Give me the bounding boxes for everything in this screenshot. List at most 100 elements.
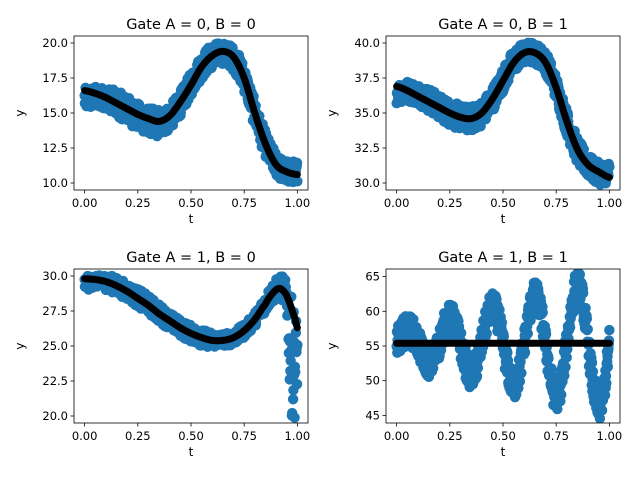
scatter-point <box>516 367 527 379</box>
subplot-title: Gate A = 1, B = 0 <box>126 250 256 266</box>
x-tick-label: 0.75 <box>231 196 257 210</box>
scatter-point <box>290 366 301 378</box>
plot-area: 0.00 0.25 0.50 0.75 1.00 45 50 55 60 65 <box>365 268 622 443</box>
scatter-point <box>586 357 598 369</box>
y-tick-label: 65 <box>365 270 380 284</box>
scatter-point <box>560 361 571 373</box>
scatter-point <box>574 269 586 280</box>
x-tick-label: 1.00 <box>285 196 311 210</box>
scatter-point <box>514 376 526 387</box>
y-tick-label: 50 <box>365 374 380 388</box>
scatter-point <box>577 287 589 299</box>
scatter-point <box>292 176 303 187</box>
y-tick-label: 22.5 <box>42 374 68 388</box>
y-axis-label: y <box>13 109 27 116</box>
y-tick-label: 20.0 <box>42 36 68 50</box>
scatter-point <box>604 324 615 336</box>
scatter-point <box>291 157 303 169</box>
scatter-point <box>580 302 591 314</box>
scatter-point <box>498 331 509 342</box>
x-tick-label: 0.25 <box>437 196 463 210</box>
fit-line <box>81 47 301 179</box>
scatter-point <box>496 317 508 328</box>
scatter-point <box>556 389 567 400</box>
scatter-point <box>502 347 513 358</box>
scatter-point <box>604 161 615 173</box>
scatter-point <box>481 328 492 339</box>
x-axis-label: t <box>189 445 194 459</box>
subplot-title: Gate A = 0, B = 0 <box>126 17 256 33</box>
subplot-gate-a0-b0: 0.00 0.25 0.50 0.75 1.00 10.0 12.5 15.0 17.5 20.0… <box>13 17 310 226</box>
subplot-title: Gate A = 1, B = 1 <box>438 250 568 266</box>
subplot-title: Gate A = 0, B = 1 <box>438 17 568 33</box>
subplot-gate-a1-b0: 0.00 0.25 0.50 0.75 1.00 20.0 22.5 25.0 27.5 30.0… <box>13 250 310 459</box>
scatter-point <box>455 327 467 339</box>
x-tick-label: 0.75 <box>543 196 569 210</box>
scatter-point <box>537 307 548 318</box>
scatter-point <box>582 324 593 335</box>
plot-clip-group <box>79 270 303 423</box>
scatter-point <box>581 313 593 325</box>
scatter-point <box>559 370 570 381</box>
y-tick-label: 17.5 <box>42 71 68 85</box>
y-tick-label: 25.0 <box>42 339 68 353</box>
plot-area: 0.00 0.25 0.50 0.75 1.00 10.0 12.5 15.0 17.5 20.0 <box>42 35 311 210</box>
subplot-gate-a0-b1: 0.00 0.25 0.50 0.75 1.00 30.0 32.5 35.0 37.5 40.0… <box>325 17 622 226</box>
y-tick-label: 35.0 <box>354 106 380 120</box>
x-tick-label: 0.50 <box>490 196 516 210</box>
scatter-point <box>561 352 572 363</box>
y-tick-label: 60 <box>365 304 380 318</box>
scatter-point <box>519 347 531 358</box>
scatter-point <box>471 370 483 382</box>
scatter-point <box>287 394 299 405</box>
scatter-point <box>552 403 563 415</box>
y-tick-label: 10.0 <box>42 176 68 190</box>
scatter-point <box>546 363 557 374</box>
x-axis-label: t <box>501 445 506 459</box>
x-tick-label: 0.50 <box>490 429 516 443</box>
x-tick-label: 0.75 <box>543 429 569 443</box>
y-axis-label: y <box>13 342 27 349</box>
y-tick-label: 12.5 <box>42 141 68 155</box>
x-tick-label: 0.00 <box>72 429 98 443</box>
y-tick-label: 30.0 <box>354 176 380 190</box>
fit-line <box>81 275 301 345</box>
scatter-point <box>540 329 552 340</box>
scatter-point <box>587 366 599 377</box>
x-axis-label: t <box>501 212 506 226</box>
x-tick-label: 0.00 <box>72 196 98 210</box>
x-tick-label: 0.50 <box>178 429 204 443</box>
plot-clip-group <box>79 38 303 188</box>
y-axis-label: y <box>325 342 339 349</box>
scatter-point <box>543 353 554 364</box>
y-tick-label: 40.0 <box>354 36 380 50</box>
y-axis-label: y <box>325 109 339 116</box>
scatter-point <box>522 328 533 339</box>
scatter-point <box>289 412 300 423</box>
x-tick-label: 1.00 <box>285 429 311 443</box>
subplot-gate-a1-b1: 0.00 0.25 0.50 0.75 1.00 45 50 55 60 65 Gate A = … <box>325 250 622 459</box>
x-tick-label: 0.50 <box>178 196 204 210</box>
x-tick-label: 1.00 <box>597 429 623 443</box>
scatter-point <box>408 314 419 325</box>
y-tick-label: 27.5 <box>42 304 68 318</box>
y-tick-label: 37.5 <box>354 71 380 85</box>
y-tick-label: 30.0 <box>42 269 68 283</box>
scatter-point <box>472 362 484 374</box>
y-tick-label: 55 <box>365 339 380 353</box>
scatter-point <box>596 405 608 416</box>
x-tick-label: 0.25 <box>125 429 151 443</box>
plot-clip-group <box>391 37 615 190</box>
x-tick-label: 0.00 <box>384 429 410 443</box>
scatter-point <box>291 379 303 390</box>
y-tick-label: 45 <box>365 408 380 422</box>
scatter-point <box>567 307 579 318</box>
scatter-point <box>292 339 303 351</box>
x-axis-label: t <box>189 212 194 226</box>
scatter-point <box>601 378 612 389</box>
x-tick-label: 0.25 <box>437 429 463 443</box>
x-tick-label: 0.75 <box>231 429 257 443</box>
scatter-point <box>602 361 614 373</box>
